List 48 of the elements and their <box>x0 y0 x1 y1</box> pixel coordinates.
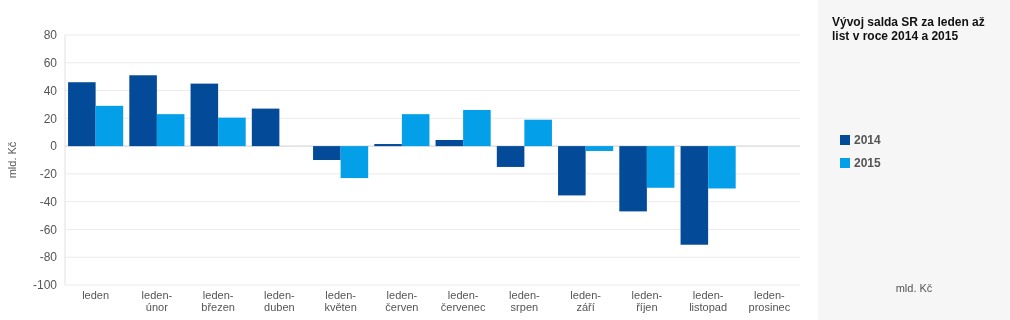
bar <box>619 146 647 212</box>
bar <box>680 146 709 245</box>
bar <box>646 146 675 188</box>
bar <box>340 146 369 179</box>
y-tick-label: -100 <box>32 278 58 293</box>
bar <box>463 110 491 147</box>
bar <box>251 108 280 147</box>
bar <box>68 82 96 147</box>
bar <box>218 117 246 147</box>
bar <box>558 146 586 196</box>
x-tick-label: leden-prosinec <box>748 289 791 313</box>
y-tick-label: -60 <box>39 222 58 237</box>
x-tick-label: leden-únor <box>141 289 173 313</box>
y-tick-label: 40 <box>43 83 58 98</box>
bar <box>374 144 402 147</box>
text: Vývoj salda SR za leden až list v roce 2014 a 2015 <box>832 15 985 43</box>
legend-label: 2015 <box>854 156 882 171</box>
y-tick-label: 60 <box>43 55 58 70</box>
bar <box>435 140 464 147</box>
y-tick-label: 20 <box>43 111 58 126</box>
bar <box>524 119 552 147</box>
y-tick-label: 80 <box>43 28 58 43</box>
x-tick-label: leden <box>82 289 110 301</box>
x-tick-label: leden-červenec <box>440 289 486 313</box>
x-tick-label: leden-duben <box>264 289 295 313</box>
y-tick-label: -40 <box>39 194 58 209</box>
text: mld. Kč <box>895 282 933 294</box>
bar <box>129 75 157 147</box>
y-tick-label: 0 <box>50 139 58 154</box>
bar <box>190 83 219 147</box>
bar <box>585 146 614 151</box>
x-tick-label: leden-květen <box>324 289 357 313</box>
x-tick-label: leden-červen <box>385 289 419 313</box>
y-axis-title: mld. Kč <box>6 141 18 179</box>
x-tick-label: leden-listopad <box>689 289 728 313</box>
y-tick-label: -20 <box>39 167 58 182</box>
bar <box>401 114 430 147</box>
bar <box>708 146 736 189</box>
x-tick-label: leden-březen <box>201 289 235 313</box>
x-tick-label: leden-září <box>570 289 602 313</box>
y-tick-label: -80 <box>39 250 58 265</box>
legend-label: 2014 <box>854 133 882 148</box>
bar <box>496 146 525 167</box>
bar <box>313 146 341 160</box>
bar <box>156 114 185 147</box>
x-tick-label: leden-říjen <box>631 289 663 313</box>
bar <box>95 105 124 147</box>
x-tick-label: leden-srpen <box>509 289 540 313</box>
